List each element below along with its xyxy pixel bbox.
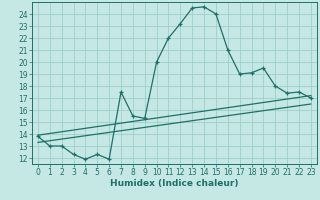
X-axis label: Humidex (Indice chaleur): Humidex (Indice chaleur) [110,179,239,188]
